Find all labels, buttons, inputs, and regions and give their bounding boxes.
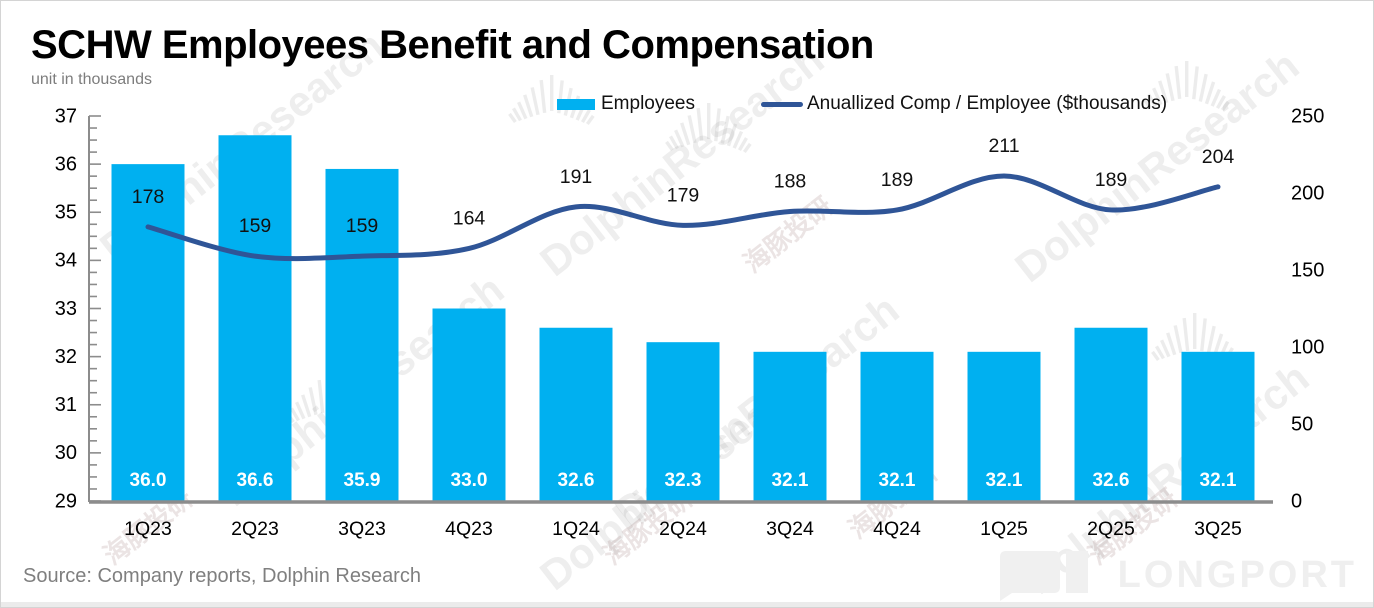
line-value-label: 189 [881,169,914,191]
chart-header: SCHW Employees Benefit and Compensation … [31,23,874,89]
right-axis-label: 200 [1291,182,1324,204]
line-value-label: 159 [346,215,379,237]
bar-3Q25 [1181,351,1255,501]
legend-label-employees: Employees [601,93,695,114]
right-axis-label: 50 [1291,413,1313,435]
x-axis-label-2Q24: 2Q24 [659,518,707,540]
x-axis-label-3Q25: 3Q25 [1194,518,1242,540]
left-axis-label: 31 [55,394,77,416]
bar-3Q24 [753,351,827,501]
line-value-label: 188 [774,170,807,192]
bar-value-label: 36.0 [130,470,167,491]
longport-brand-text: LONGPORT [1117,553,1357,596]
bar-value-label: 35.9 [344,470,381,491]
legend-item-comp: Anuallized Comp / Employee ($thousands) [761,93,1167,115]
line-value-label: 179 [667,184,700,206]
bar-value-label: 32.3 [665,470,702,491]
legend-line-swatch [761,101,803,107]
bar-2Q23 [218,135,292,501]
line-value-label: 189 [1095,169,1128,191]
bar-value-label: 32.1 [986,470,1023,491]
chart-title: SCHW Employees Benefit and Compensation [31,23,874,67]
x-axis-label-3Q23: 3Q23 [338,518,386,540]
line-value-label: 178 [132,186,165,208]
left-axis-label: 29 [55,490,77,512]
bar-4Q24 [860,351,934,501]
bar-2Q25 [1074,327,1148,501]
x-axis-label-2Q25: 2Q25 [1087,518,1135,540]
bar-value-label: 36.6 [237,470,274,491]
left-axis-label: 35 [55,202,77,224]
legend-label-comp: Anuallized Comp / Employee ($thousands) [807,93,1168,114]
bar-value-label: 33.0 [451,470,488,491]
x-axis-label-1Q24: 1Q24 [552,518,600,540]
bar-value-label: 32.6 [558,470,595,491]
x-axis-label-1Q25: 1Q25 [980,518,1028,540]
unit-label: unit in thousands [31,71,152,88]
legend-item-employees: Employees [557,93,695,115]
right-axis-label: 150 [1291,259,1324,281]
bar-1Q24 [539,327,613,501]
bar-2Q24 [646,342,720,501]
right-axis-label: 250 [1291,105,1324,127]
x-axis-label-4Q23: 4Q23 [445,518,493,540]
left-axis-label: 34 [55,250,77,272]
left-axis-label: 32 [55,346,77,368]
bar-value-label: 32.1 [772,470,809,491]
legend-bar-swatch [557,98,595,110]
line-value-label: 211 [988,135,1019,157]
left-axis-label: 36 [55,153,77,175]
comp-per-employee-line [145,173,1221,262]
source-note: Source: Company reports, Dolphin Researc… [23,565,421,587]
bar-4Q23 [432,308,506,501]
bar-3Q23 [325,168,399,501]
line-value-label: 191 [560,166,593,188]
left-axis-label: 37 [55,105,77,127]
line-value-label: 164 [453,207,486,229]
bar-1Q25 [967,351,1041,501]
left-axis-label: 30 [55,442,77,464]
x-axis-label-4Q24: 4Q24 [873,518,921,540]
left-axis-label: 33 [55,298,77,320]
chart-legend: Employees Anuallized Comp / Employee ($t… [557,93,1167,115]
longport-logo-icon [999,551,1088,601]
bar-value-label: 32.6 [1093,470,1130,491]
line-value-label: 204 [1202,146,1235,168]
line-value-label: 159 [239,215,272,237]
right-axis-label: 100 [1291,336,1324,358]
longport-watermark: LONGPORT [998,549,1357,601]
right-axis-label: 0 [1291,490,1302,512]
bar-value-label: 32.1 [1200,470,1237,491]
x-axis-label-1Q23: 1Q23 [124,518,172,540]
bar-1Q23 [111,164,185,501]
x-axis-label-3Q24: 3Q24 [766,518,814,540]
x-axis-label-2Q23: 2Q23 [231,518,279,540]
bar-value-label: 32.1 [879,470,916,491]
